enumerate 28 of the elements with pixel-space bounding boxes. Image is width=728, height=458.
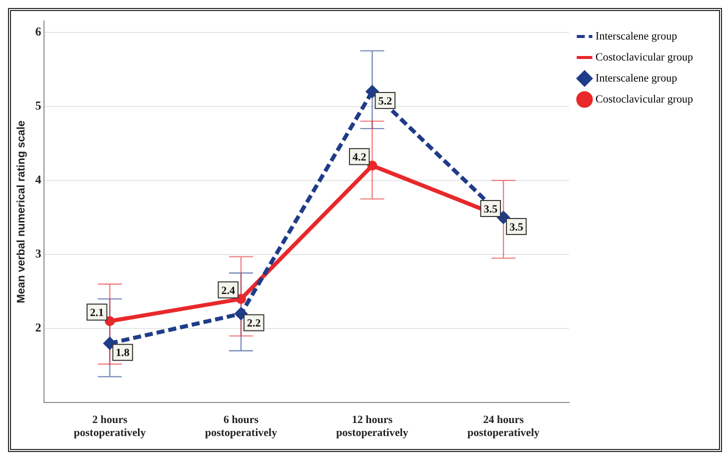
- data-label: 3.5: [509, 221, 524, 234]
- legend-label: Interscalene group: [596, 72, 678, 84]
- legend-label: Costoclavicular group: [596, 93, 694, 106]
- point: [104, 316, 115, 326]
- data-label: 1.8: [116, 347, 130, 360]
- data-label: 2.4: [221, 284, 236, 297]
- point: [367, 160, 378, 171]
- data-label: 2.2: [247, 318, 262, 330]
- x-tick-label: 24 hours postoperatively: [467, 414, 540, 440]
- y-tick-label: 4: [35, 172, 42, 187]
- point: [236, 294, 246, 304]
- point: [366, 86, 378, 98]
- data-label: 4.2: [352, 151, 367, 164]
- data-label: 5.2: [378, 95, 392, 108]
- x-tick-label: 6 hours postoperatively: [204, 414, 278, 440]
- x-tick-label: 12 hours postoperatively: [336, 414, 409, 440]
- data-label: 3.5: [484, 203, 498, 216]
- y-tick-label: 6: [35, 24, 42, 38]
- text: Costoclavicular group: [596, 51, 694, 64]
- text: Interscalene group: [596, 30, 678, 42]
- y-tick-label: 3: [35, 246, 42, 261]
- data-label: 2.1: [90, 306, 104, 319]
- y-tick-label: 2: [35, 320, 42, 335]
- y-axis-title: Mean verbal numerical rating scale: [16, 120, 28, 304]
- y-tick-label: 5: [35, 98, 42, 112]
- x-tick-label: 2 hours postoperatively: [74, 414, 146, 440]
- point: [235, 308, 248, 320]
- point: [104, 337, 116, 350]
